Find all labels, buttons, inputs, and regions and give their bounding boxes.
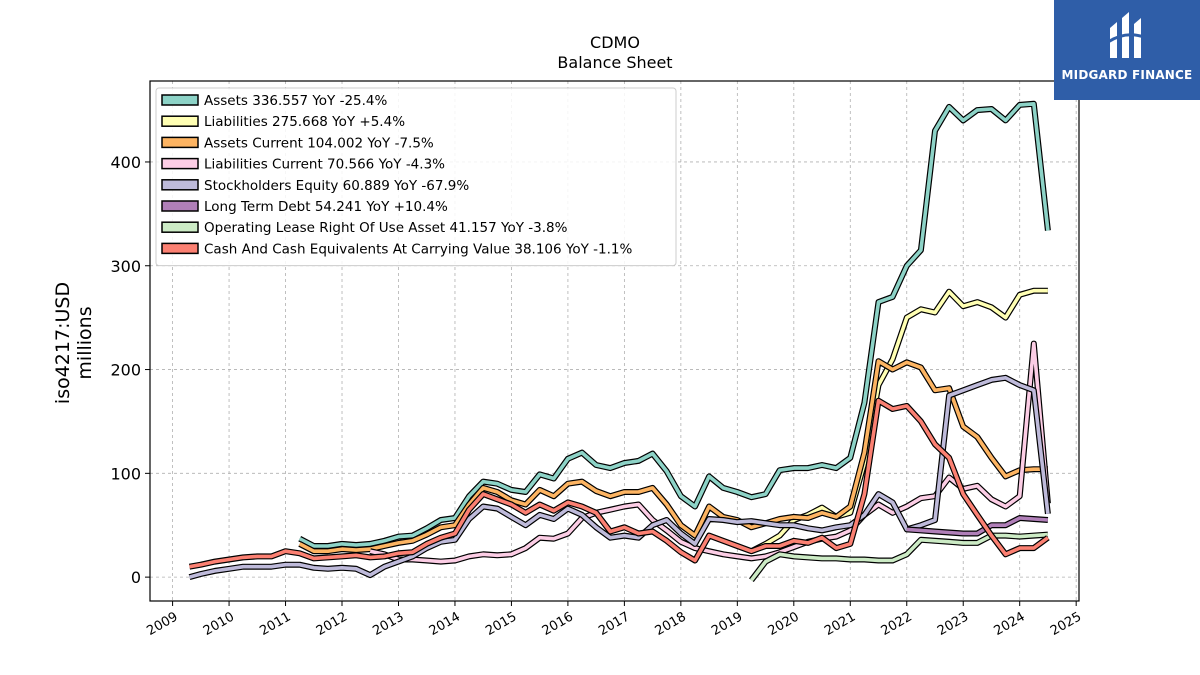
- legend-entry-label: Liabilities 275.668 YoY +5.4%: [204, 114, 405, 130]
- series-6: [749, 531, 1049, 583]
- legend-entry-label: Assets 336.557 YoY -25.4%: [204, 93, 388, 109]
- legend-swatch: [161, 242, 199, 255]
- y-axis-label-line2: millions: [74, 306, 96, 379]
- x-tick-label: 2019: [709, 609, 745, 639]
- series-7: [188, 397, 1050, 570]
- series-line: [189, 376, 1050, 579]
- legend-swatch: [161, 200, 199, 212]
- y-tick-label: 100: [110, 464, 141, 483]
- x-tick-label: 2015: [483, 609, 519, 639]
- x-tick-label: 2014: [427, 609, 463, 639]
- series-5: [906, 515, 1049, 537]
- legend-entry-label: Cash And Cash Equivalents At Carrying Va…: [204, 241, 632, 257]
- x-tick-label: 2012: [314, 609, 350, 639]
- series-line: [298, 102, 1050, 548]
- legend-entry-label: Stockholders Equity 60.889 YoY -67.9%: [204, 178, 469, 194]
- x-tick-label: 2020: [766, 609, 802, 639]
- legend-swatch: [161, 157, 199, 170]
- y-tick-label: 200: [110, 361, 141, 380]
- y-tick-label: 0: [131, 568, 141, 587]
- x-tick-label: 2022: [879, 609, 915, 639]
- legend-swatch: [161, 179, 199, 191]
- x-tick-label: 2016: [540, 609, 576, 639]
- chart-subtitle: Balance Sheet: [557, 53, 672, 72]
- plot-area-frame: [149, 80, 1080, 602]
- y-tick-label: 400: [110, 153, 141, 172]
- series-line: [906, 516, 1049, 536]
- logo-text: MIDGARD FINANCE: [1061, 68, 1193, 82]
- series-0: [298, 100, 1051, 549]
- midgard-finance-logo: MIDGARD FINANCE: [1054, 0, 1200, 100]
- y-axis: 0 100 200 300 400: [110, 153, 150, 587]
- y-axis-label-line1: iso4217:USD: [52, 282, 74, 404]
- y-tick-label: 300: [110, 257, 141, 276]
- series-line: [298, 359, 1048, 553]
- legend-entry-label: Long Term Debt 54.241 YoY +10.4%: [204, 199, 448, 215]
- legend-entry-label: Assets Current 104.002 YoY -7.5%: [204, 135, 434, 151]
- x-tick-label: 2013: [370, 609, 406, 639]
- series-line: [189, 398, 1049, 569]
- x-axis: 2009 2010 2011 2012 2013 2014 2015 2016 2017 2018…: [144, 601, 1084, 639]
- chart-title: CDMO: [590, 33, 640, 52]
- x-tick-label: 2011: [257, 609, 293, 639]
- legend-swatch: [161, 221, 199, 233]
- x-tick-label: 2010: [201, 609, 237, 639]
- logo-mark-icon: [1107, 12, 1147, 58]
- y-axis-label: iso4217:USD millions: [52, 282, 96, 404]
- x-tick-label: 2009: [144, 609, 180, 639]
- series-line: [749, 532, 1049, 582]
- legend-box: [155, 87, 677, 267]
- x-tick-label: 2023: [935, 609, 971, 639]
- legend-swatch: [161, 136, 199, 149]
- series-lines: [188, 100, 1051, 583]
- legend: Assets 336.557 YoY -25.4% Liabilities 275…: [155, 87, 677, 267]
- legend-entry-label: Operating Lease Right Of Use Asset 41.15…: [204, 220, 568, 236]
- legend-entry-label: Liabilities Current 70.566 YoY -4.3%: [204, 157, 445, 173]
- x-tick-label: 2017: [596, 609, 632, 639]
- x-tick-label: 2024: [992, 609, 1028, 639]
- x-tick-label: 2025: [1048, 609, 1084, 639]
- series-2: [298, 358, 1048, 555]
- x-tick-label: 2018: [653, 609, 689, 639]
- legend-swatch: [161, 115, 199, 127]
- series-4: [188, 374, 1051, 580]
- legend-swatch: [161, 94, 199, 106]
- x-tick-label: 2021: [822, 609, 858, 639]
